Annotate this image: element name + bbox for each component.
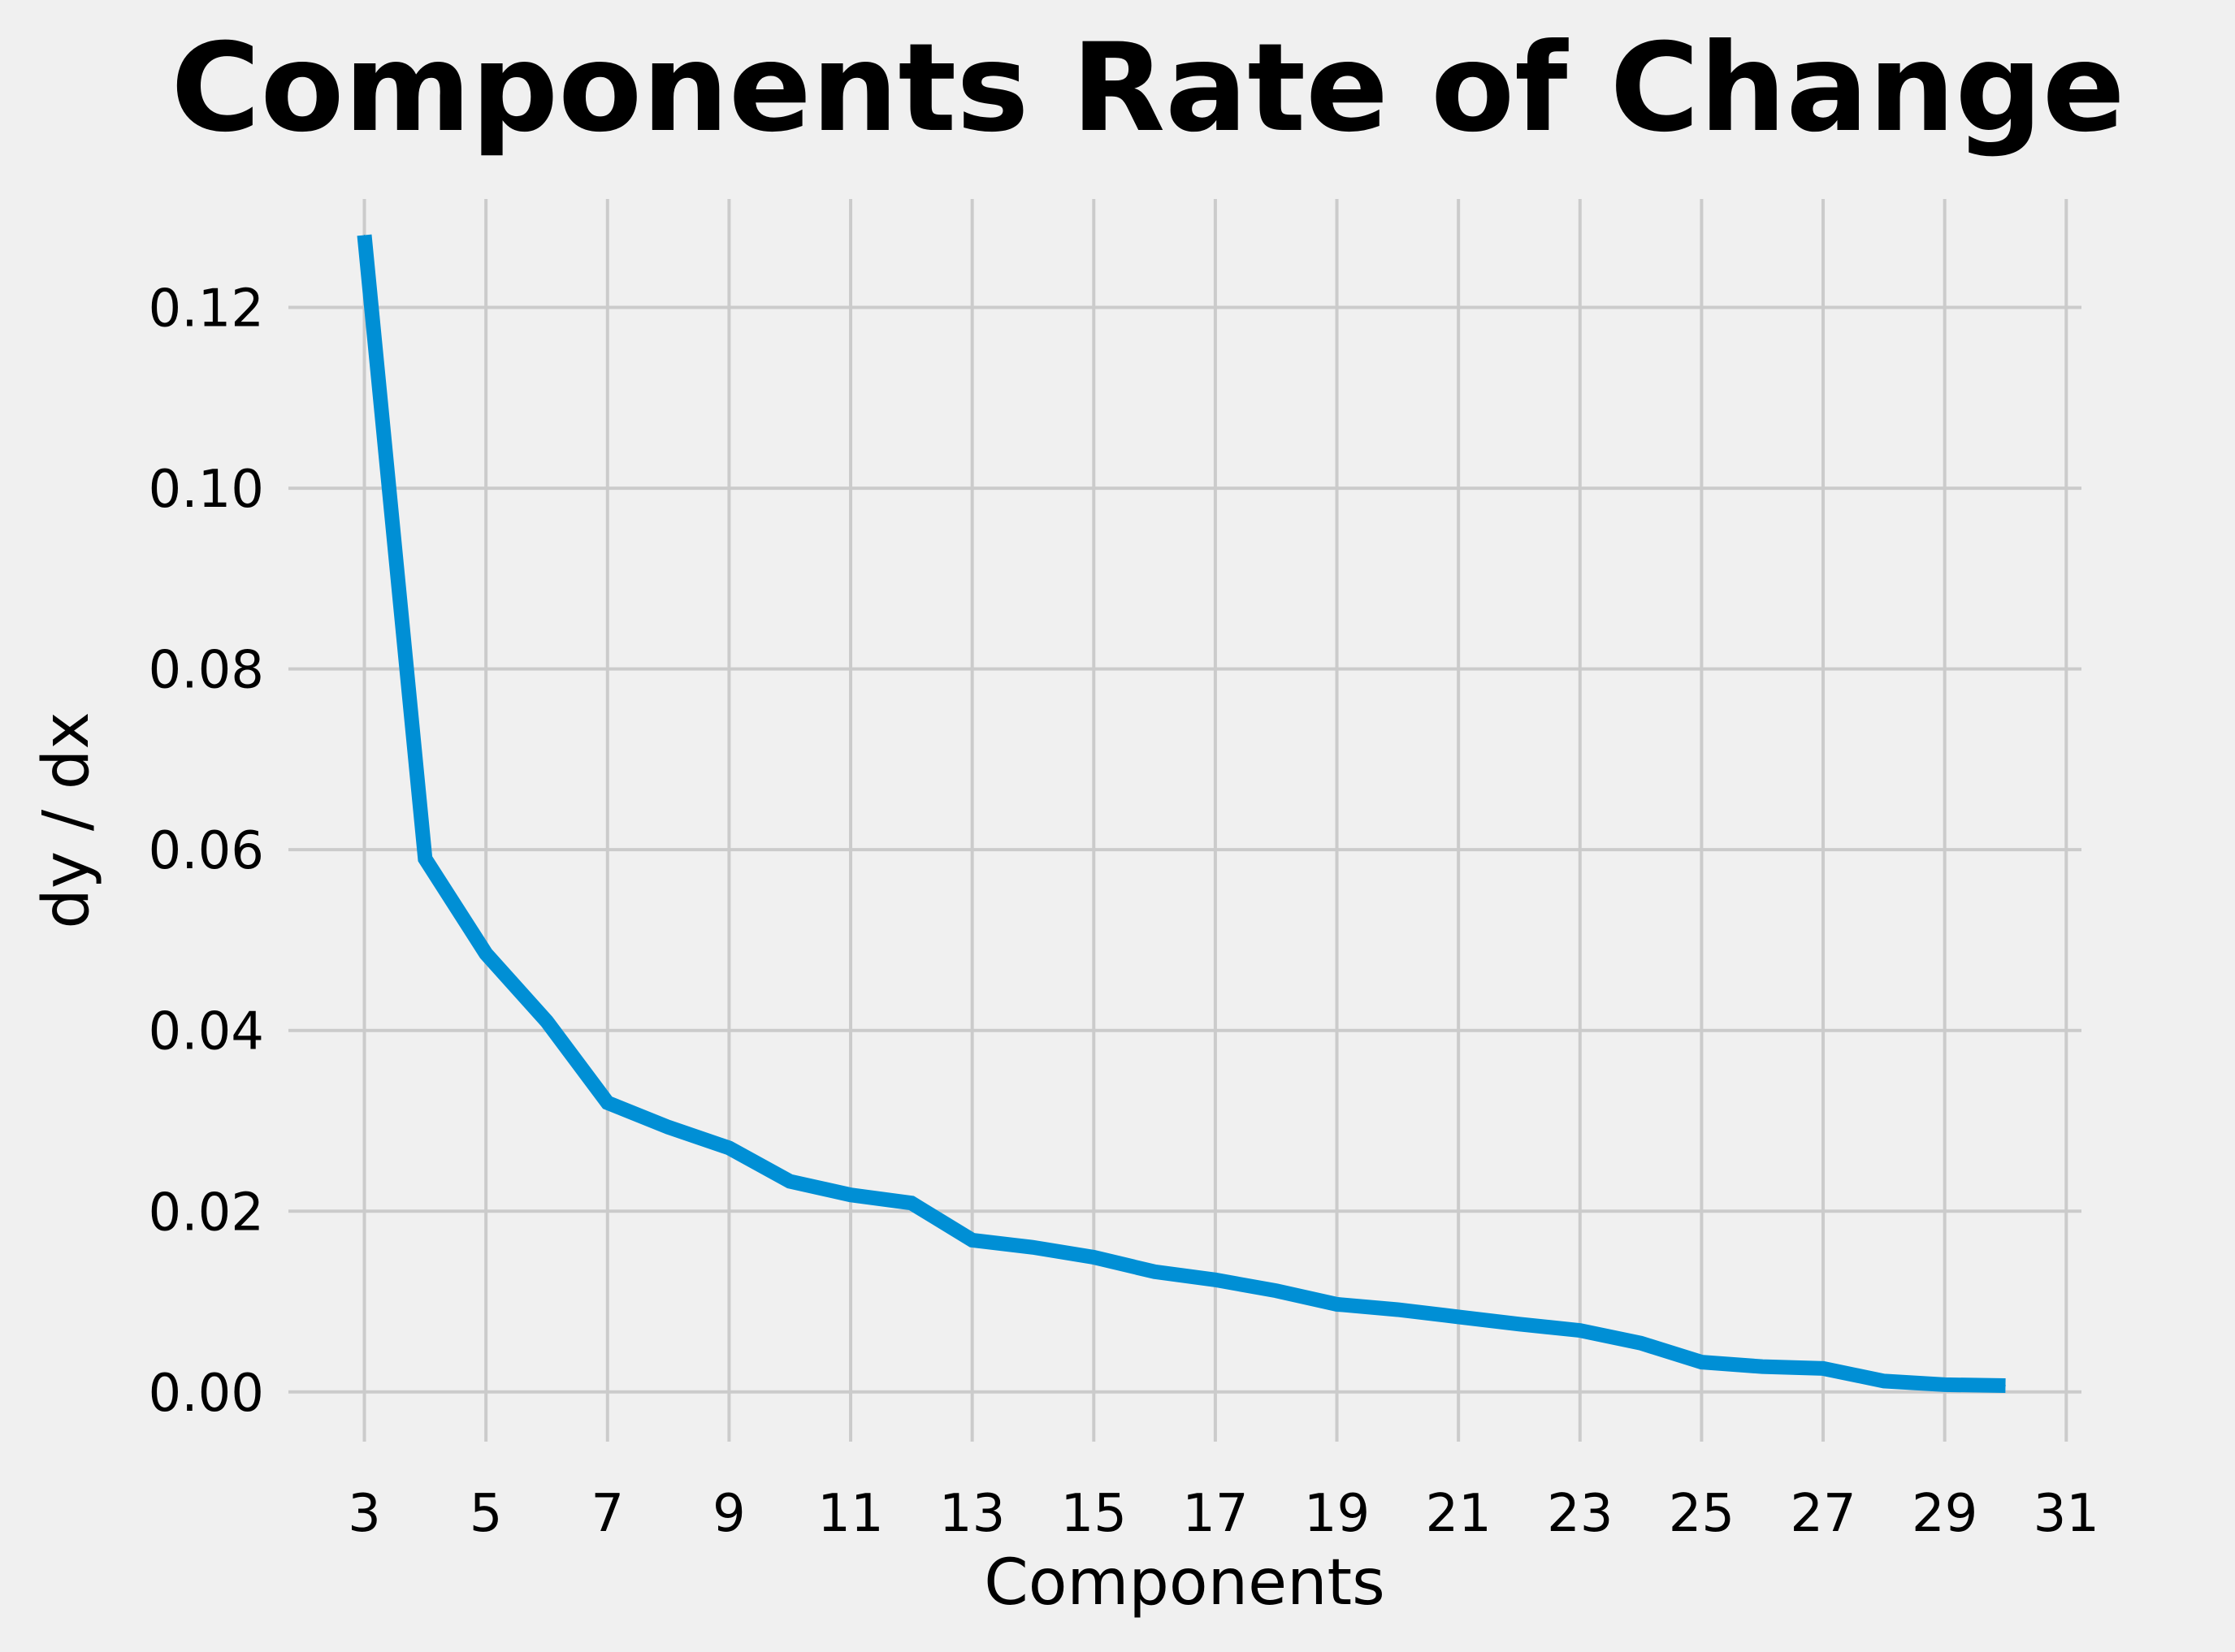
x-tick-label: 9: [713, 1484, 746, 1544]
x-tick-label: 17: [1182, 1484, 1248, 1544]
data-point: [911, 1202, 912, 1204]
y-tick-label: 0.10: [149, 460, 265, 520]
x-tick-label: 15: [1061, 1484, 1127, 1544]
series-line: [357, 234, 2006, 1393]
data-point: [607, 1102, 609, 1104]
x-gridlines: [362, 199, 2068, 1442]
data-point: [546, 1021, 548, 1023]
data-point: [1397, 1309, 1398, 1311]
x-tick-label: 25: [1669, 1484, 1735, 1544]
data-point: [1518, 1323, 1520, 1325]
x-tick-label: 11: [817, 1484, 883, 1544]
x-tick-label: 13: [939, 1484, 1005, 1544]
x-tick-label: 31: [2034, 1484, 2099, 1544]
y-tick-labels: 0.00 0.02 0.04 0.06 0.08 0.10 0.12: [149, 279, 265, 1424]
x-tick-label: 23: [1547, 1484, 1613, 1544]
y-gridlines: [288, 305, 2081, 1394]
y-tick-label: 0.04: [149, 1002, 265, 1062]
series-layer: [357, 234, 2006, 1393]
y-tick-label: 0.02: [149, 1183, 265, 1243]
x-tick-labels: 3 5 7 9 11 13 15 17 19 21 23 25 27 29 31: [348, 1484, 2099, 1544]
y-tick-label: 0.08: [149, 641, 265, 701]
x-tick-label: 29: [1912, 1484, 1977, 1544]
data-point: [1154, 1271, 1155, 1273]
data-point: [424, 858, 426, 859]
y-axis-label: dy / dx: [30, 711, 103, 928]
chart-title: Components Rate of Change: [171, 18, 2125, 159]
data-point: [1944, 1384, 1946, 1386]
x-tick-label: 7: [591, 1484, 624, 1544]
y-tick-label: 0.00: [149, 1364, 265, 1424]
data-point: [1700, 1361, 1702, 1363]
data-point: [1761, 1366, 1763, 1368]
x-tick-label: 27: [1790, 1484, 1856, 1544]
x-tick-label: 5: [470, 1484, 503, 1544]
data-point: [1883, 1380, 1885, 1382]
data-point: [1579, 1330, 1581, 1331]
x-tick-label: 21: [1425, 1484, 1491, 1544]
y-tick-label: 0.06: [149, 821, 265, 881]
x-tick-label: 3: [348, 1484, 381, 1544]
y-tick-label: 0.12: [149, 279, 265, 339]
data-point: [364, 235, 366, 236]
x-axis-label: Components: [984, 1546, 1384, 1620]
data-point: [1822, 1368, 1824, 1369]
x-tick-label: 19: [1304, 1484, 1370, 1544]
